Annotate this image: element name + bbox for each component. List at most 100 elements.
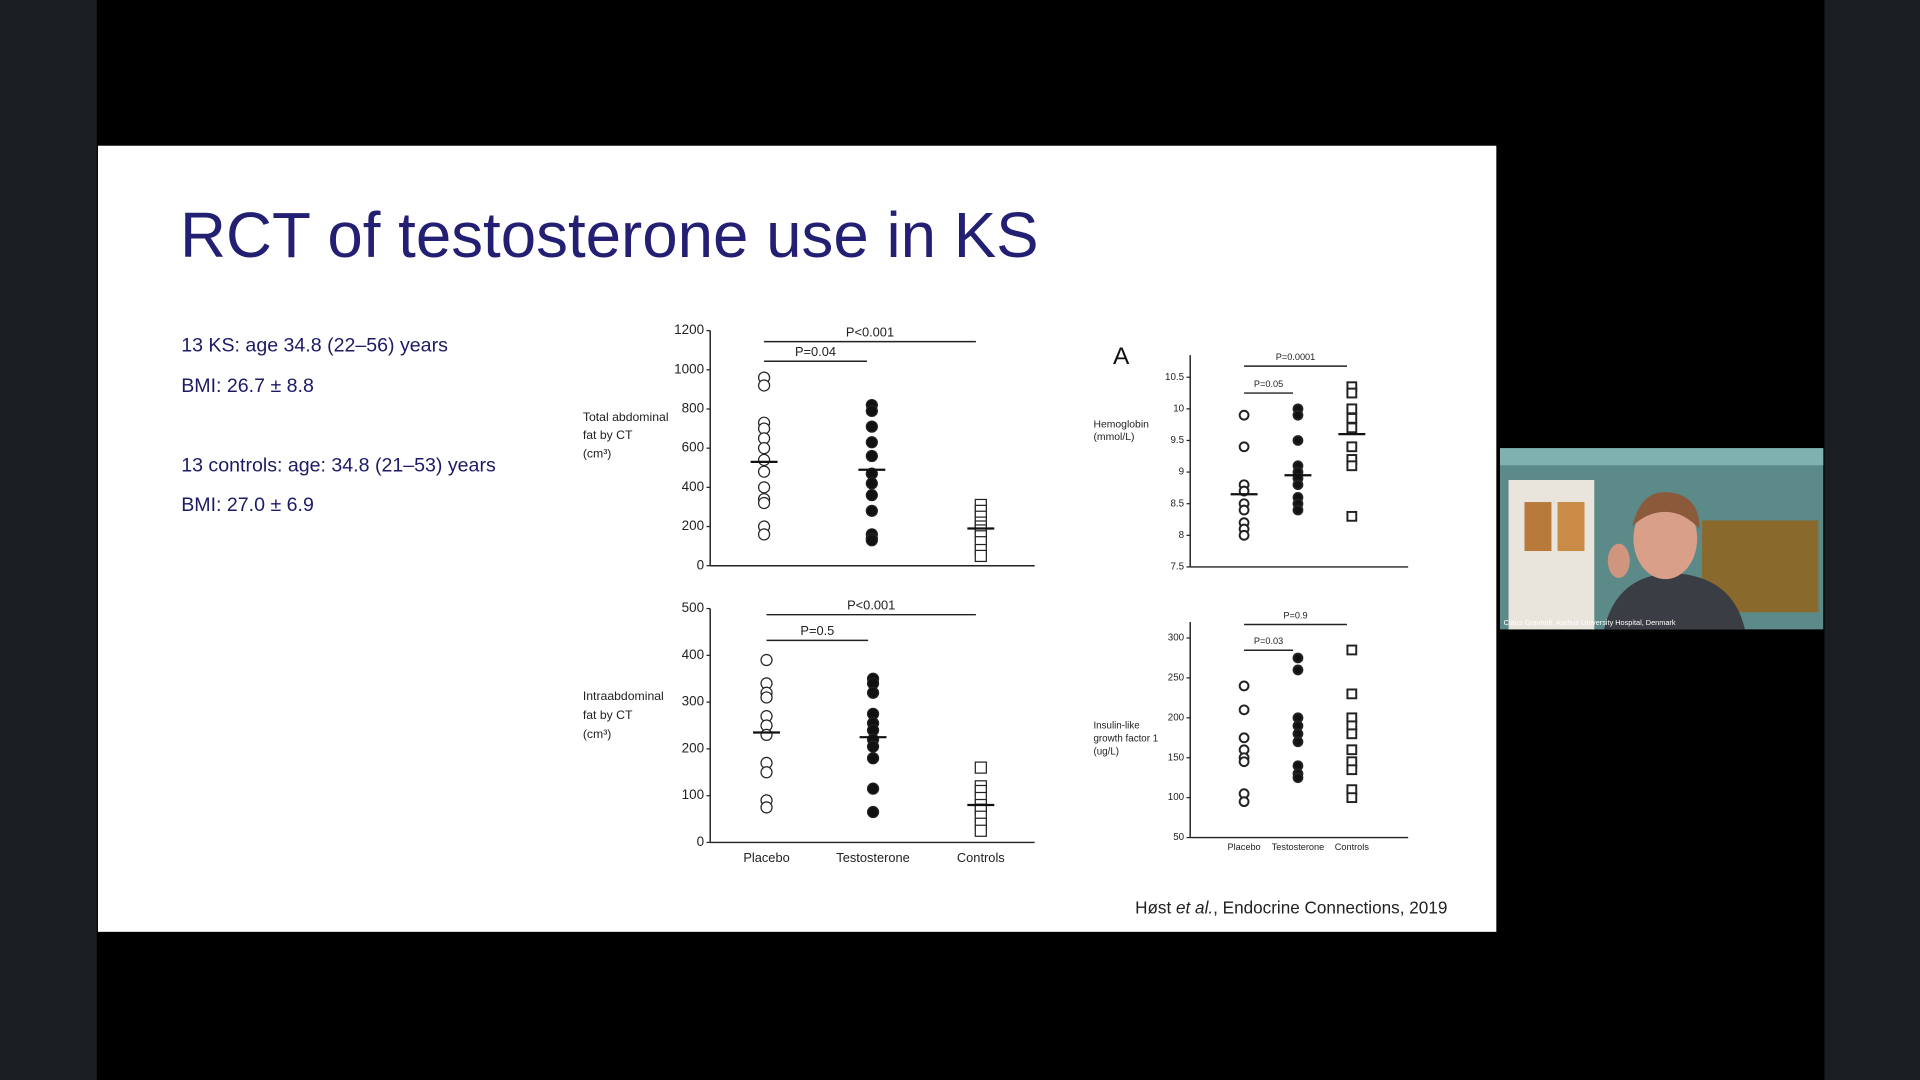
side-strip — [1824, 0, 1920, 1080]
y-tick-label: 300 — [1168, 633, 1185, 644]
face — [1633, 498, 1698, 580]
y-axis-label: Total abdominal — [583, 410, 669, 424]
data-point — [1238, 441, 1250, 453]
data-point — [865, 534, 878, 547]
citation-part: , Endocrine Connections, 2019 — [1213, 897, 1447, 917]
data-point — [757, 528, 771, 541]
data-point — [1238, 732, 1250, 744]
data-point — [760, 653, 773, 667]
x-tick-label: Testosterone — [836, 850, 910, 865]
x-tick-label: Placebo — [1228, 842, 1261, 852]
p-value: P=0.9 — [1283, 610, 1307, 620]
panel-label: A — [1113, 343, 1130, 370]
y-axis-label: fat by CT — [583, 428, 633, 442]
data-point — [1346, 792, 1358, 804]
data-point — [1238, 409, 1250, 421]
data-point — [757, 442, 771, 455]
data-point — [757, 453, 771, 467]
data-point — [1346, 403, 1358, 415]
y-tick-label: 600 — [682, 440, 704, 455]
slide-title: RCT of testosterone use in KS — [180, 200, 1039, 271]
data-point — [866, 740, 880, 753]
y-tick-label: 8 — [1179, 530, 1185, 541]
y-tick-label: 0 — [697, 834, 704, 849]
y-tick-label: 10.5 — [1165, 372, 1185, 383]
y-axis-label: (ug/L) — [1093, 746, 1119, 757]
hand — [1607, 543, 1630, 578]
y-tick-label: 400 — [682, 647, 704, 662]
y-tick-label: 1000 — [674, 361, 704, 376]
y-axis-label: fat by CT — [583, 708, 633, 722]
data-point — [1292, 664, 1304, 676]
y-tick-label: 100 — [682, 787, 704, 802]
y-axis-label: Insulin-like — [1093, 721, 1139, 732]
video-wall — [1500, 448, 1824, 466]
data-point — [1346, 688, 1358, 700]
y-tick-label: 200 — [682, 740, 704, 755]
p-value: P<0.001 — [846, 324, 894, 339]
data-point — [865, 404, 878, 418]
p-value: P<0.001 — [847, 598, 895, 613]
data-point — [866, 752, 880, 765]
data-point — [866, 805, 880, 819]
slide-line: 13 controls: age: 34.8 (21–53) years — [181, 455, 496, 477]
x-tick-label: Controls — [957, 850, 1005, 865]
citation-part: et al. — [1176, 897, 1213, 917]
y-tick-label: 1200 — [674, 322, 704, 337]
data-point — [1292, 435, 1304, 446]
data-point — [1292, 772, 1304, 784]
slide-line: 13 KS: age 34.8 (22–56) years — [181, 335, 448, 357]
data-point — [1346, 412, 1358, 424]
p-value: P=0.05 — [1254, 379, 1283, 389]
y-axis-label: (cm³) — [583, 727, 612, 741]
data-point — [1292, 409, 1304, 421]
y-tick-label: 8.5 — [1170, 498, 1184, 509]
data-point — [1292, 504, 1304, 516]
p-value: P=0.04 — [795, 344, 836, 359]
y-tick-label: 150 — [1168, 752, 1185, 763]
y-tick-label: 9.5 — [1170, 435, 1184, 446]
data-point — [974, 761, 987, 774]
citation: Høst et al., Endocrine Connections, 2019 — [1135, 897, 1447, 917]
p-value: P=0.03 — [1254, 636, 1283, 646]
slide-line: BMI: 27.0 ± 6.9 — [181, 494, 314, 516]
data-point — [757, 481, 771, 494]
citation-part: Høst — [1135, 897, 1176, 917]
data-point — [974, 549, 987, 563]
y-axis-label: Hemoglobin — [1093, 420, 1149, 431]
data-point — [757, 496, 771, 510]
data-point — [1238, 529, 1250, 541]
data-point — [760, 766, 773, 779]
data-point — [1238, 756, 1250, 768]
video-caption: Claus Gravholt, Aarhus University Hospit… — [1504, 618, 1676, 627]
data-point — [865, 436, 878, 449]
y-axis-label: (mmol/L) — [1093, 432, 1134, 443]
data-point — [1346, 764, 1358, 776]
y-tick-label: 10 — [1173, 403, 1184, 414]
data-point — [1346, 728, 1358, 740]
slide — [97, 145, 1497, 932]
p-value: P=0.0001 — [1276, 352, 1316, 362]
video-tile: Claus Gravholt, Aarhus University Hospit… — [1500, 448, 1824, 630]
data-point — [760, 728, 773, 741]
x-tick-label: Placebo — [743, 850, 789, 865]
data-point — [865, 420, 878, 433]
y-tick-label: 800 — [682, 401, 704, 416]
data-point — [1238, 704, 1250, 716]
y-tick-label: 200 — [1168, 712, 1185, 723]
data-point — [865, 489, 878, 502]
data-point — [865, 449, 878, 463]
hair — [1632, 492, 1700, 529]
y-tick-label: 400 — [682, 479, 704, 494]
data-point — [757, 465, 771, 478]
data-point — [1292, 736, 1304, 748]
y-axis-label: growth factor 1 — [1093, 734, 1158, 745]
data-point — [1346, 744, 1358, 756]
data-point — [1292, 479, 1304, 491]
data-point — [757, 379, 771, 392]
data-point — [1346, 387, 1358, 399]
side-strip — [0, 0, 97, 1080]
data-point — [1238, 504, 1250, 516]
